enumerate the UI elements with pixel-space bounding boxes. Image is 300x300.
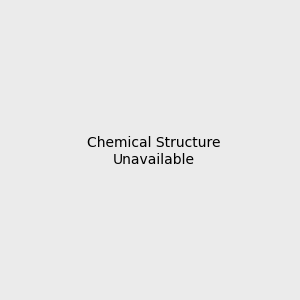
Text: Chemical Structure
Unavailable: Chemical Structure Unavailable	[87, 136, 220, 166]
